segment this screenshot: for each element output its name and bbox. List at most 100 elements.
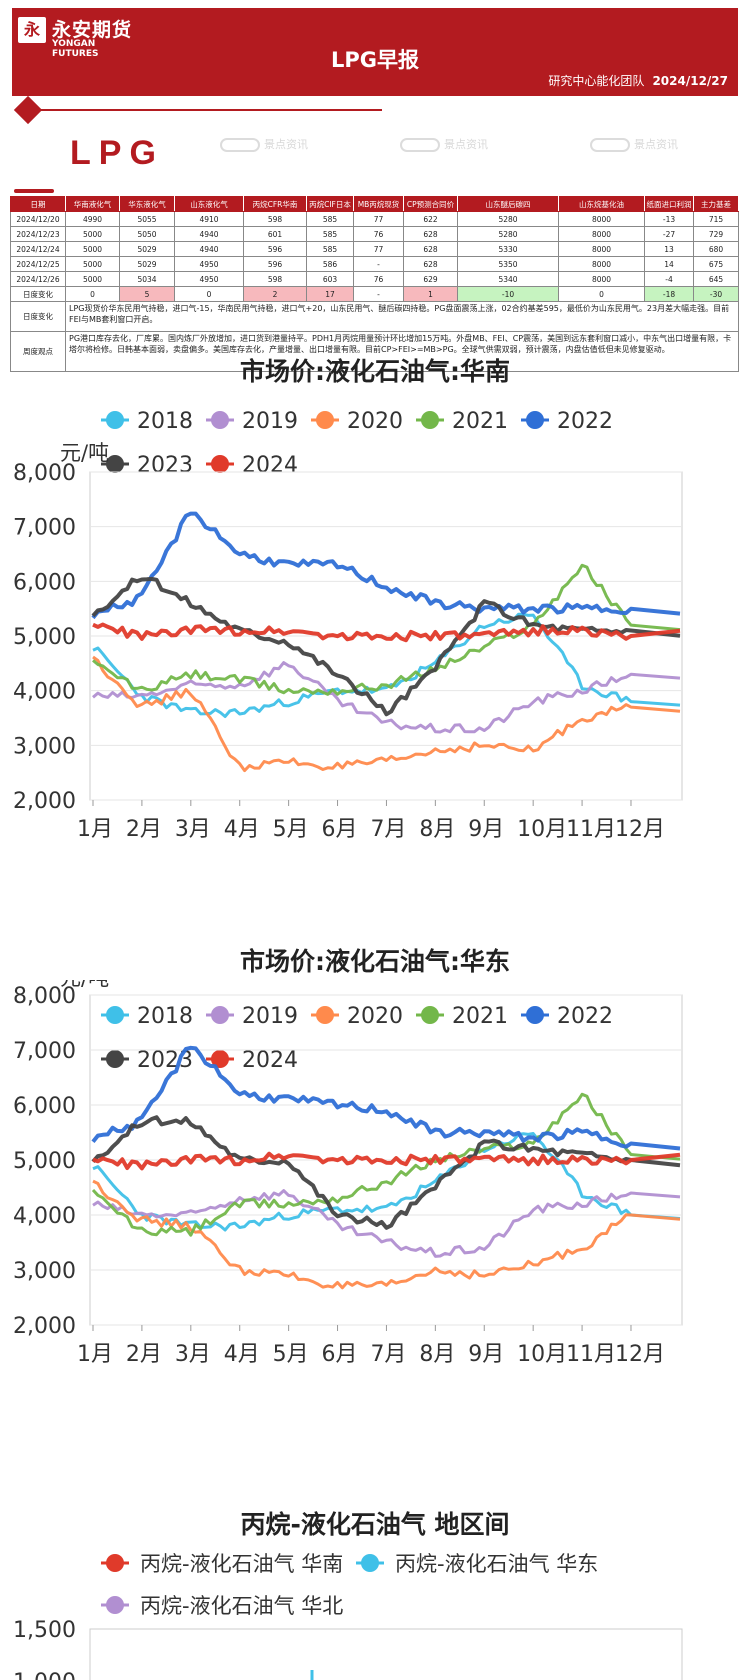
chart2-title: 市场价:液化石油气:华东 xyxy=(240,947,510,976)
legend-label: 2020 xyxy=(347,1004,403,1029)
report-title: LPG早报 xyxy=(330,48,419,72)
table-cell: 14 xyxy=(644,256,694,272)
table-row: 2024/12/24 5000 5029 4940 596 585 77 628 5330 800… xyxy=(10,241,739,257)
legend-item-2019: 2019 xyxy=(206,409,298,434)
table-cell: 4940 xyxy=(174,226,244,242)
chart2-svg: 2018201920202021202220232024元/吨8,0007,00… xyxy=(13,980,683,1367)
y-tick-label: 5,000 xyxy=(13,625,76,650)
y-tick-label: 2,000 xyxy=(13,1314,76,1339)
legend-marker-icon xyxy=(106,1554,124,1572)
table-cell: 4950 xyxy=(174,271,244,287)
y-tick-label: 4,000 xyxy=(13,680,76,705)
x-tick-label: 3月 xyxy=(175,1342,211,1367)
table-cell: 5000 xyxy=(65,241,120,257)
x-tick-label: 5月 xyxy=(273,1342,309,1367)
report-team-date: 研究中心能化团队 2024/12/27 xyxy=(548,72,728,89)
watermark-icon: 景点资讯 xyxy=(590,136,678,152)
weekly-view-text: PG港口库存去化，厂库累。国内炼厂外放增加，进口货到港量持平。PDH1月丙烷用量… xyxy=(65,331,739,372)
x-tick-label: 12月 xyxy=(615,817,665,842)
y-tick-label: 7,000 xyxy=(13,1039,76,1064)
table-cell: -27 xyxy=(644,226,694,242)
table-cell: 603 xyxy=(306,271,354,287)
table-cell: 645 xyxy=(693,271,739,287)
table-cell: 2024/12/23 xyxy=(10,226,66,242)
table-cell: 8000 xyxy=(558,226,645,242)
table-cell: 0 xyxy=(558,286,645,302)
legend-marker-icon xyxy=(211,455,229,473)
legend-item-2018: 2018 xyxy=(101,1004,193,1029)
legend-item-2022: 2022 xyxy=(521,409,613,434)
legend-label: 2019 xyxy=(242,1004,298,1029)
legend-marker-icon xyxy=(421,411,439,429)
table-cell: 598 xyxy=(243,211,307,227)
table-cell: 1 xyxy=(403,286,458,302)
table-header-cell: 山东液化气 xyxy=(174,196,244,212)
table-cell: 5280 xyxy=(457,226,559,242)
x-tick-label: 12月 xyxy=(615,1342,665,1367)
table-cell: 76 xyxy=(353,271,404,287)
legend-marker-icon xyxy=(106,1006,124,1024)
diamond-icon xyxy=(13,95,43,125)
table-cell: 596 xyxy=(243,241,307,257)
table-header-cell: 山东烷基化油 xyxy=(558,196,645,212)
legend-marker-icon xyxy=(316,1006,334,1024)
table-header-cell: 日期 xyxy=(10,196,66,212)
legend-label: 2024 xyxy=(242,453,298,478)
table-cell: -4 xyxy=(644,271,694,287)
y-tick-label: 3,000 xyxy=(13,1259,76,1284)
legend-marker-icon xyxy=(361,1554,379,1572)
legend-marker-icon xyxy=(211,1006,229,1024)
table-cell: 4940 xyxy=(174,241,244,257)
legend-label: 2020 xyxy=(347,409,403,434)
price-table: 日期 华南液化气 华东液化气 山东液化气 丙烷CFR华南 丙烷CIF日本 MB丙烷现货 CP预… xyxy=(10,196,739,372)
y-tick-label: 2,000 xyxy=(13,789,76,814)
table-cell: 628 xyxy=(403,241,458,257)
company-logo: 永 永安期货 YONGAN FUTURES xyxy=(18,15,140,59)
table-cell: 8000 xyxy=(558,256,645,272)
legend-marker-icon xyxy=(211,411,229,429)
table-cell: 585 xyxy=(306,211,354,227)
table-cell: 2024/12/26 xyxy=(10,271,66,287)
x-tick-label: 6月 xyxy=(322,817,358,842)
legend-label: 2023 xyxy=(137,453,193,478)
logo-mark-icon: 永 xyxy=(18,17,46,43)
y-axis-unit: 元/吨 xyxy=(60,980,109,990)
logo-chinese-name: 永安期货 xyxy=(52,19,133,41)
series-line-2021 xyxy=(92,563,681,696)
section-title: LPG xyxy=(70,134,164,172)
x-tick-label: 1月 xyxy=(77,817,113,842)
table-cell: 5340 xyxy=(457,271,559,287)
legend-label: 2018 xyxy=(137,1004,193,1029)
x-tick-label: 4月 xyxy=(224,817,260,842)
table-row: 2024/12/25 5000 5029 4950 596 586-628 5350 8000… xyxy=(10,256,739,272)
table-cell: 8000 xyxy=(558,271,645,287)
legend-item-2024: 2024 xyxy=(206,1048,298,1073)
x-tick-label: 1月 xyxy=(77,1342,113,1367)
table-cell: 76 xyxy=(353,226,404,242)
table-cell: 5055 xyxy=(119,211,175,227)
y-axis-unit: 元/吨 xyxy=(60,441,109,465)
x-tick-label: 8月 xyxy=(419,1342,455,1367)
legend-item-2020: 2020 xyxy=(311,409,403,434)
table-cell: 586 xyxy=(306,256,354,272)
table-cell: 5350 xyxy=(457,256,559,272)
y-tick-label: 6,000 xyxy=(13,1094,76,1119)
table-body: 2024/12/20 4990 5055 4910 598 585 77 622 5280 800… xyxy=(10,211,739,372)
legend-item-2022: 2022 xyxy=(521,1004,613,1029)
legend-label: 丙烷-液化石油气 华北 xyxy=(140,1594,343,1618)
table-cell: - xyxy=(353,286,404,302)
table-cell: 628 xyxy=(403,256,458,272)
table-cell: 680 xyxy=(693,241,739,257)
table-cell: 5 xyxy=(119,286,175,302)
daily-comment-row: 日度变化 LPG现货价华东民用气持稳，进口气-15，华南民用气持稳，进口气+20，… xyxy=(10,301,739,332)
legend-label: 2019 xyxy=(242,409,298,434)
table-cell: - xyxy=(353,256,404,272)
legend-item-region-2: 丙烷-液化石油气 华北 xyxy=(101,1594,343,1618)
series-line-2024 xyxy=(92,1151,681,1171)
x-tick-label: 10月 xyxy=(517,817,567,842)
table-cell: 13 xyxy=(644,241,694,257)
x-tick-label: 7月 xyxy=(370,817,406,842)
series-line-2022 xyxy=(91,1045,681,1151)
table-cell: 4910 xyxy=(174,211,244,227)
